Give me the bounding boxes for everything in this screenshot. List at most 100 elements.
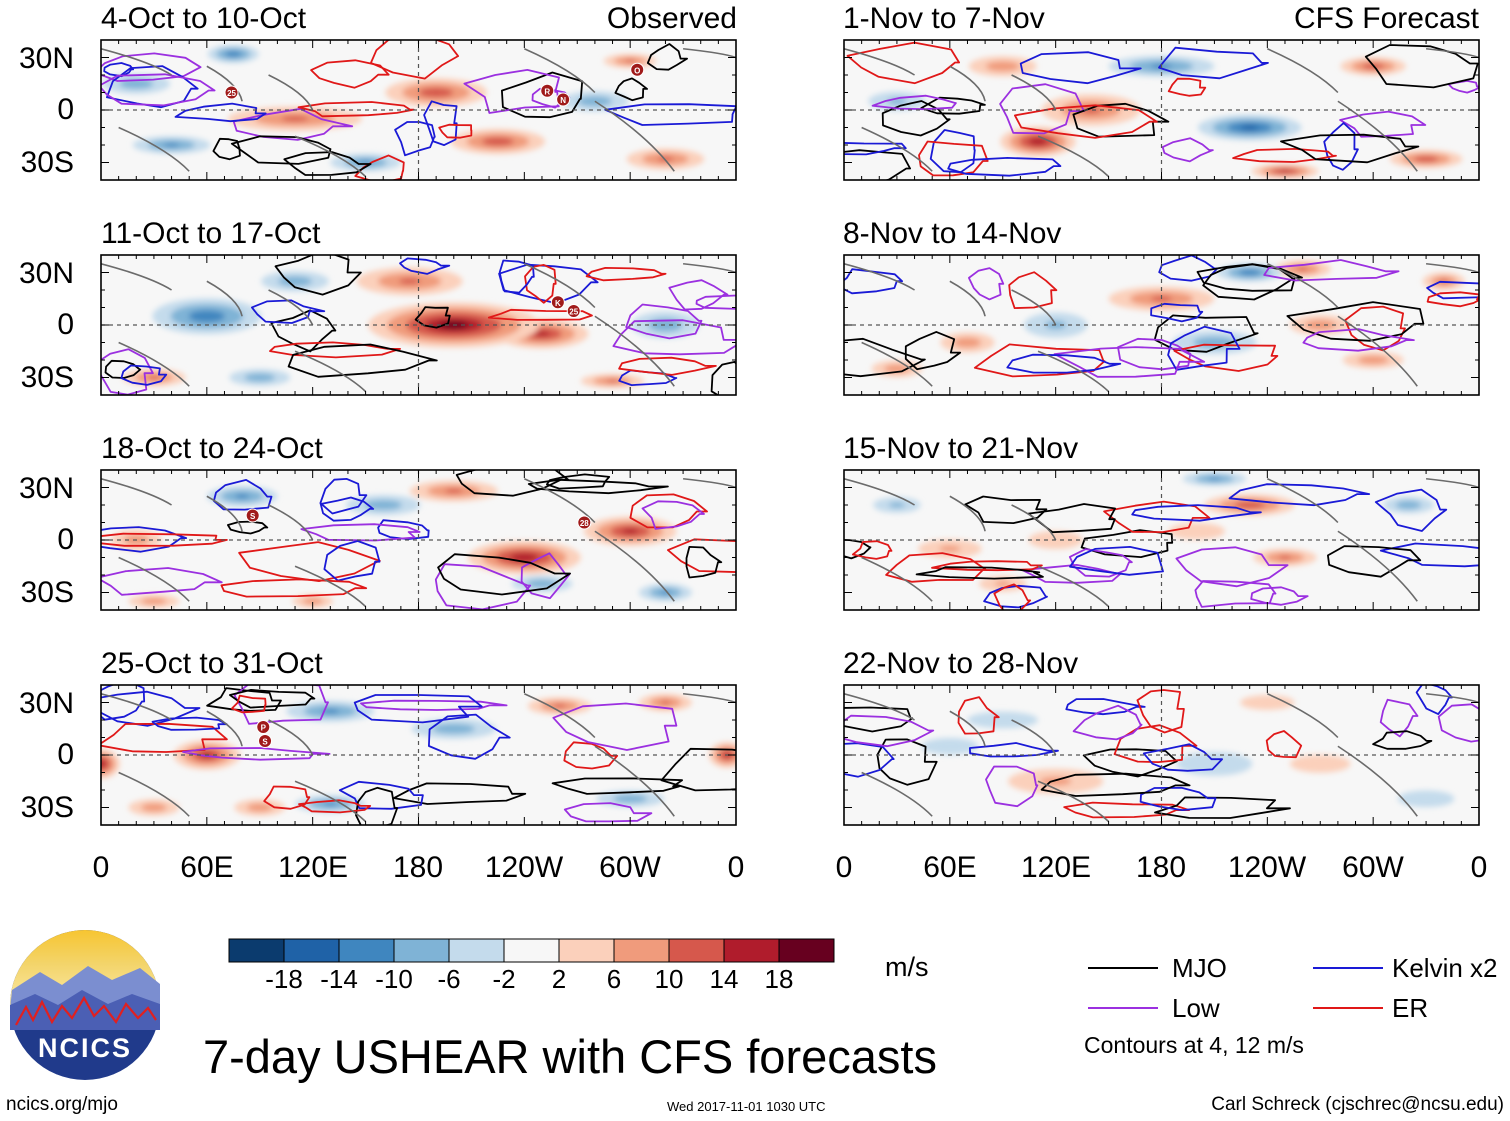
lat-label: 30N — [18, 257, 74, 290]
contour-line — [1280, 133, 1420, 164]
shear-anomaly-region — [1290, 754, 1351, 773]
colorbar-tick: 18 — [764, 964, 794, 994]
contour-line — [1072, 102, 1170, 138]
shear-anomaly-region — [444, 488, 463, 494]
coastline — [1337, 530, 1418, 602]
contour-line — [844, 268, 903, 295]
coastline — [844, 47, 915, 76]
shear-anomaly-region — [534, 331, 550, 337]
coastline — [861, 126, 933, 172]
contour-line — [182, 747, 331, 761]
coastline — [594, 745, 675, 817]
storm-marker-label: 25 — [569, 308, 578, 317]
coastline — [594, 530, 675, 602]
contour-line — [1175, 546, 1289, 588]
contour-line — [685, 546, 723, 579]
panel-title: 18-Oct to 24-Oct — [101, 432, 323, 465]
contour-line — [263, 785, 311, 810]
contour-line — [370, 40, 459, 80]
coastline — [524, 48, 596, 94]
contour-line — [231, 694, 267, 714]
colorbar-tick: 10 — [654, 964, 684, 994]
contour-line — [399, 257, 451, 275]
observed-label: Observed — [606, 2, 737, 35]
shear-anomaly-region — [994, 581, 1011, 587]
map-panel — [843, 469, 1480, 611]
shear-anomaly-region — [660, 700, 671, 705]
contour-line — [269, 341, 401, 359]
contour-line — [1374, 488, 1448, 532]
contour-line — [973, 343, 1106, 378]
contour-line — [844, 714, 935, 748]
figure-title: 7-day USHEAR with CFS forecasts — [203, 1030, 937, 1083]
contour-line — [885, 552, 987, 583]
coastline — [1011, 719, 1057, 756]
shear-anomaly-region — [1208, 477, 1221, 481]
coastline — [118, 556, 190, 602]
contour-line — [563, 802, 653, 823]
contour-line — [394, 121, 436, 157]
contour-line — [968, 267, 1005, 301]
lon-label: 0 — [92, 851, 110, 884]
contour-line — [1158, 46, 1269, 80]
shear-anomaly-region — [624, 59, 636, 63]
contour-line — [1379, 698, 1419, 738]
contour-line — [1327, 545, 1422, 578]
coastline — [268, 74, 314, 111]
contour-line — [1019, 51, 1142, 85]
contour-line — [1072, 704, 1143, 741]
shear-anomaly-region — [235, 494, 250, 499]
legend-label-kelvin: Kelvin x2 — [1392, 953, 1498, 983]
contour-line — [846, 41, 960, 85]
contour-line — [270, 309, 337, 353]
coastline — [861, 771, 933, 817]
storm-marker — [258, 734, 273, 748]
lat-label: 0 — [57, 523, 74, 556]
coastline — [101, 47, 172, 76]
shear-anomaly-region — [482, 137, 514, 146]
colorbar-swatch — [338, 938, 395, 963]
legend-note: Contours at 4, 12 m/s — [1084, 1032, 1304, 1058]
shear-anomaly-region — [888, 502, 905, 508]
contour-line — [964, 495, 1048, 524]
coastline — [682, 47, 736, 59]
shear-anomaly-region — [1240, 125, 1259, 130]
shear-anomaly-region — [432, 723, 475, 734]
lat-label: 0 — [57, 308, 74, 341]
coastline — [524, 693, 596, 739]
contour-line — [969, 742, 1059, 758]
map-panel — [843, 684, 1480, 826]
ncics-logo — [10, 930, 160, 1080]
storm-marker — [245, 508, 260, 523]
contour-line — [120, 364, 168, 386]
coastline — [1011, 74, 1057, 111]
contour-line — [498, 259, 535, 294]
coastline — [1037, 135, 1110, 178]
shear-anomaly-region — [419, 87, 454, 98]
contour-line — [423, 100, 458, 146]
coastline — [524, 263, 596, 309]
storm-marker — [577, 515, 592, 530]
contour-line — [414, 306, 451, 329]
colorbar-tick: -6 — [437, 964, 461, 994]
footer-author: Carl Schreck (cjschrec@ncsu.edu) — [1211, 1094, 1504, 1115]
panel-title: 8-Nov to 14-Nov — [843, 217, 1062, 250]
coastline — [1011, 289, 1057, 326]
shear-anomaly-region — [1238, 269, 1261, 276]
contour-line — [551, 777, 683, 795]
contour-line — [527, 478, 669, 495]
coastline — [1267, 263, 1339, 309]
contour-line — [552, 702, 678, 751]
shear-anomaly-region — [302, 597, 323, 605]
shear-anomaly-region — [510, 553, 539, 562]
coastline — [294, 565, 367, 608]
footer-url: ncics.org/mjo — [6, 1094, 118, 1115]
coastline — [268, 504, 314, 541]
coastline — [268, 289, 314, 326]
contour-line — [230, 135, 332, 165]
storm-marker — [540, 83, 555, 98]
lat-label: 30S — [20, 576, 74, 609]
contour-line — [1302, 328, 1415, 352]
lon-label: 120E — [1020, 851, 1092, 884]
coastline — [294, 350, 367, 393]
